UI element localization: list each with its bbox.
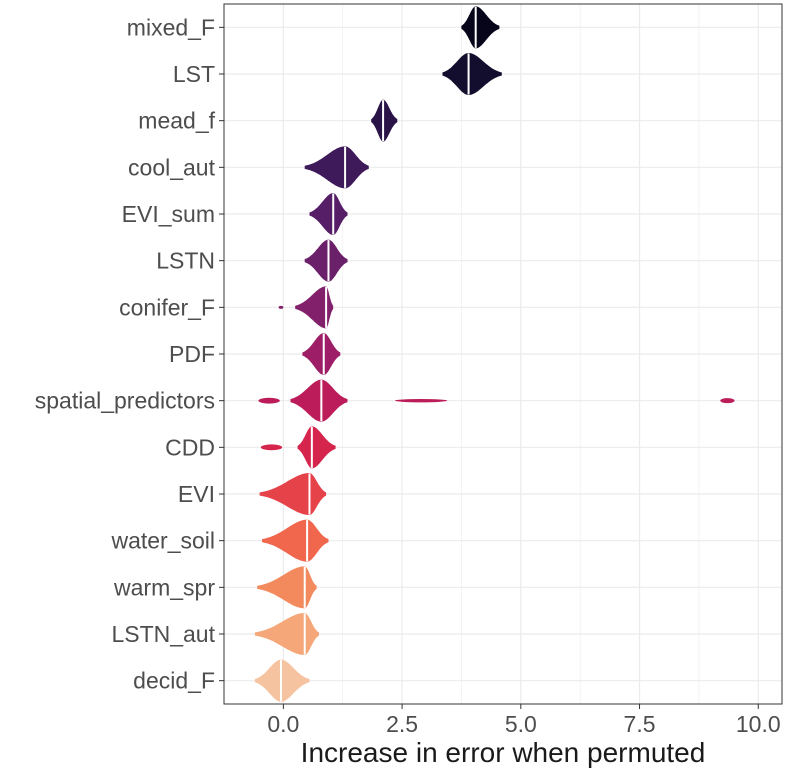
violin-cool_aut bbox=[304, 146, 369, 189]
x-tick-label: 2.5 bbox=[386, 711, 418, 737]
violin-layer bbox=[254, 6, 735, 702]
violin-CDD bbox=[297, 426, 336, 469]
violin-outlier-CDD-0 bbox=[260, 444, 283, 451]
y-tick-label: spatial_predictors bbox=[35, 388, 215, 414]
y-tick-label: decid_F bbox=[133, 668, 215, 694]
violin-outlier-spatial_predictors-1 bbox=[394, 398, 448, 403]
violin-mixed_F bbox=[461, 6, 500, 49]
grid-layer bbox=[223, 4, 782, 704]
y-tick-label: LST bbox=[173, 61, 215, 87]
violin-LST bbox=[442, 53, 502, 95]
violin-mead_f bbox=[371, 99, 398, 142]
x-axis-title: Increase in error when permuted bbox=[301, 737, 706, 768]
x-tick-label: 10.0 bbox=[736, 711, 781, 737]
violin-PDF bbox=[302, 333, 341, 375]
violin-warm_spr bbox=[257, 566, 317, 609]
violin-outlier-spatial_predictors-2 bbox=[720, 398, 735, 404]
y-tick-label: CDD bbox=[165, 434, 215, 460]
violin-EVI bbox=[259, 473, 327, 515]
violin-outlier-spatial_predictors-0 bbox=[258, 397, 280, 404]
y-tick-label: conifer_F bbox=[119, 294, 215, 320]
x-tick-label: 5.0 bbox=[505, 711, 537, 737]
y-tick-label: LSTN bbox=[156, 248, 215, 274]
y-tick-label: warm_spr bbox=[113, 574, 215, 600]
violin-decid_F bbox=[254, 659, 310, 702]
violin-LSTN_aut bbox=[254, 613, 319, 655]
y-tick-label: mixed_F bbox=[127, 14, 215, 40]
violin-EVI_sum bbox=[309, 193, 348, 235]
y-tick-label: EVI bbox=[178, 481, 215, 507]
y-tick-label: cool_aut bbox=[128, 154, 216, 180]
y-tick-label: mead_f bbox=[138, 108, 215, 134]
y-tick-label: LSTN_aut bbox=[111, 621, 215, 647]
y-tick-label: water_soil bbox=[110, 528, 215, 554]
violin-LSTN bbox=[304, 239, 348, 282]
y-tick-label: EVI_sum bbox=[122, 201, 215, 227]
violin-conifer_F bbox=[295, 286, 334, 329]
y-tick-label: PDF bbox=[169, 341, 215, 367]
violin-outlier-conifer_F-0 bbox=[278, 305, 284, 309]
axis-layer: mixed_F LST mead_f cool_aut EVI_sum LSTN conif… bbox=[35, 3, 783, 737]
violin-spatial_predictors bbox=[290, 379, 348, 422]
x-tick-label: 0.0 bbox=[267, 711, 299, 737]
violin-water_soil bbox=[262, 519, 329, 562]
x-tick-label: 7.5 bbox=[624, 711, 656, 737]
